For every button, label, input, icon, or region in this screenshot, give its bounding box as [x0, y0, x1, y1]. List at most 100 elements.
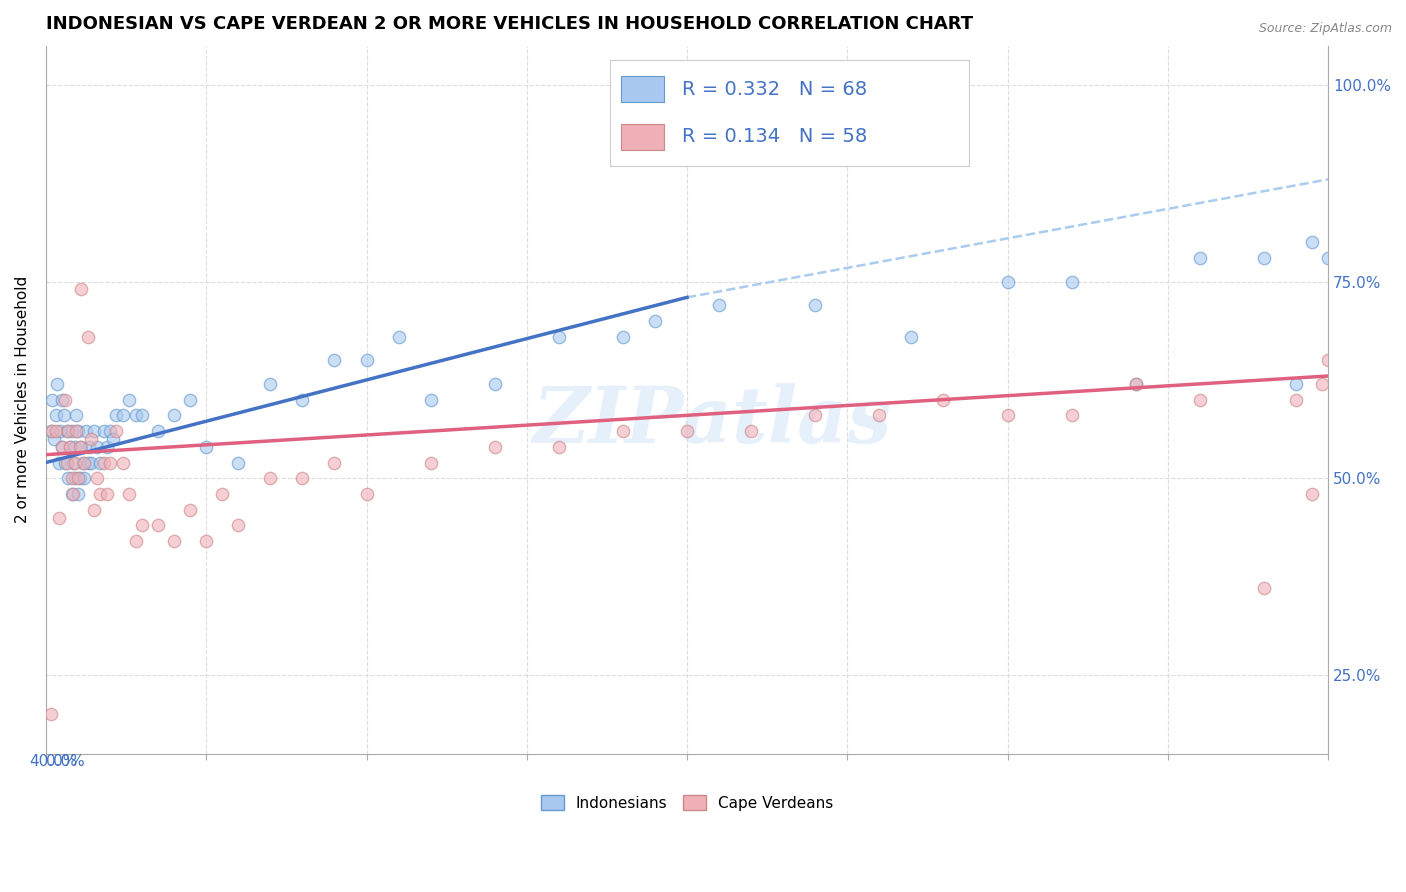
Point	[356, 353, 378, 368]
Point	[105, 409, 128, 423]
Point	[163, 409, 186, 423]
Point	[103, 432, 125, 446]
Point	[66, 487, 89, 501]
Point	[76, 329, 98, 343]
Point	[1060, 409, 1083, 423]
Point	[62, 456, 84, 470]
Point	[75, 424, 97, 438]
Point	[997, 275, 1019, 289]
Point	[98, 424, 121, 438]
Point	[73, 456, 96, 470]
Point	[69, 471, 91, 485]
Point	[96, 487, 118, 501]
Point	[179, 392, 201, 407]
Text: Source: ZipAtlas.com: Source: ZipAtlas.com	[1258, 22, 1392, 36]
Point	[125, 534, 148, 549]
Point	[356, 487, 378, 501]
Point	[226, 518, 249, 533]
Point	[1253, 251, 1275, 265]
Point	[291, 471, 314, 485]
Point	[484, 440, 506, 454]
Point	[45, 424, 67, 438]
Point	[1317, 353, 1340, 368]
Point	[1125, 376, 1147, 391]
Point	[86, 471, 108, 485]
Point	[612, 424, 634, 438]
Point	[73, 471, 96, 485]
Point	[58, 471, 80, 485]
Point	[46, 376, 69, 391]
Point	[62, 487, 84, 501]
Point	[59, 440, 82, 454]
Point	[644, 314, 666, 328]
Point	[56, 424, 79, 438]
Point	[291, 392, 314, 407]
Point	[195, 440, 218, 454]
Point	[1285, 376, 1308, 391]
Point	[56, 456, 79, 470]
Point	[60, 471, 83, 485]
Point	[93, 424, 115, 438]
Point	[66, 424, 89, 438]
Point	[51, 392, 73, 407]
Point	[48, 456, 70, 470]
Point	[419, 392, 441, 407]
Point	[53, 392, 76, 407]
Point	[387, 329, 409, 343]
Point	[83, 424, 105, 438]
Point	[146, 518, 169, 533]
Point	[163, 534, 186, 549]
Text: 40.0%: 40.0%	[30, 754, 77, 769]
Point	[195, 534, 218, 549]
Point	[804, 409, 827, 423]
Point	[89, 487, 111, 501]
Point	[52, 409, 75, 423]
Point	[76, 456, 98, 470]
Point	[259, 376, 281, 391]
Point	[146, 424, 169, 438]
Point	[1188, 251, 1211, 265]
Point	[89, 456, 111, 470]
Point	[45, 409, 67, 423]
Point	[997, 409, 1019, 423]
Point	[80, 456, 103, 470]
Point	[65, 424, 87, 438]
Point	[131, 518, 153, 533]
Point	[60, 487, 83, 501]
Point	[111, 409, 134, 423]
Point	[93, 456, 115, 470]
Point	[98, 456, 121, 470]
Point	[1188, 392, 1211, 407]
Point	[72, 456, 94, 470]
Point	[59, 440, 82, 454]
Point	[484, 376, 506, 391]
Point	[48, 510, 70, 524]
Point	[86, 440, 108, 454]
Point	[179, 502, 201, 516]
Point	[51, 440, 73, 454]
Point	[70, 283, 93, 297]
Point	[118, 487, 141, 501]
Point	[80, 432, 103, 446]
Text: 0.0%: 0.0%	[46, 754, 84, 769]
Point	[111, 456, 134, 470]
Point	[105, 424, 128, 438]
Point	[323, 456, 346, 470]
Point	[83, 502, 105, 516]
Point	[1310, 376, 1333, 391]
Point	[51, 440, 73, 454]
Point	[63, 440, 86, 454]
Point	[932, 392, 955, 407]
Point	[868, 409, 890, 423]
Point	[1301, 235, 1323, 250]
Point	[49, 424, 72, 438]
Point	[323, 353, 346, 368]
Point	[226, 456, 249, 470]
Point	[60, 424, 83, 438]
Point	[66, 471, 89, 485]
Point	[1060, 275, 1083, 289]
Point	[42, 432, 65, 446]
Point	[118, 392, 141, 407]
Point	[70, 440, 93, 454]
Text: INDONESIAN VS CAPE VERDEAN 2 OR MORE VEHICLES IN HOUSEHOLD CORRELATION CHART: INDONESIAN VS CAPE VERDEAN 2 OR MORE VEH…	[46, 15, 973, 33]
